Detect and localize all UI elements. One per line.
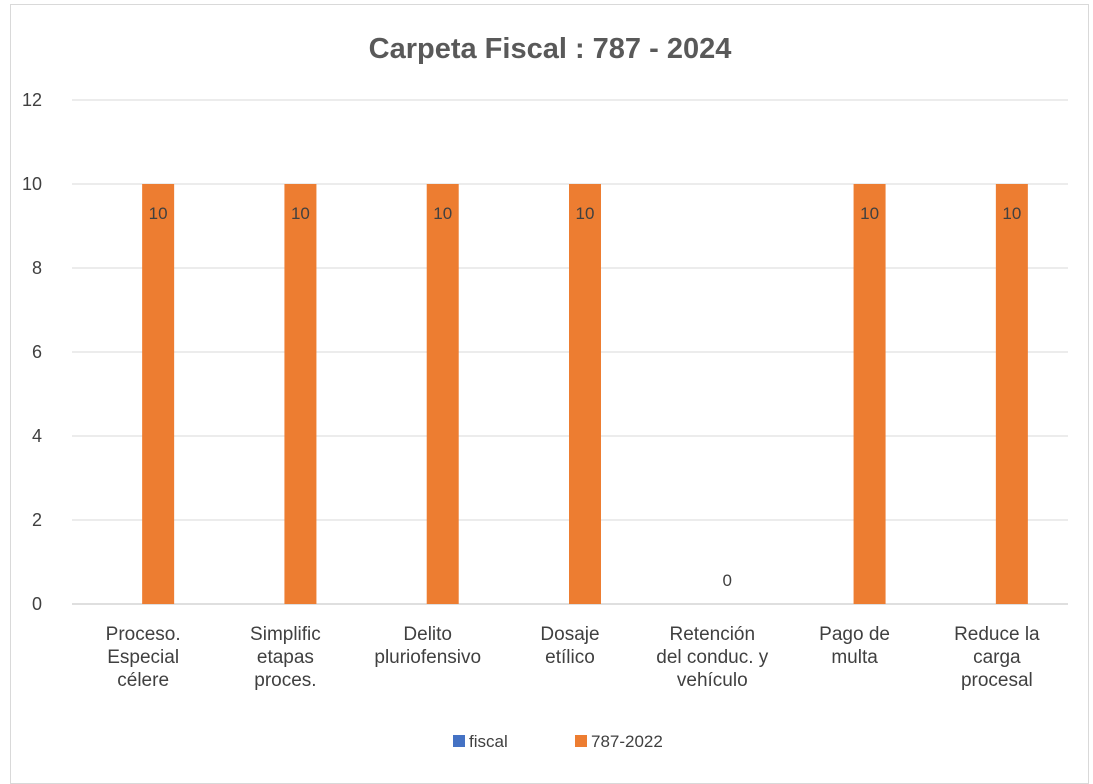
bar-787-2022 — [142, 184, 175, 604]
y-tick-label: 0 — [32, 594, 42, 614]
category-label: Dosaje etílico — [540, 624, 599, 668]
y-tick-label: 4 — [32, 426, 42, 446]
category-label: Simplific etapas proces. — [250, 624, 321, 691]
legend-label: 787-2022 — [591, 732, 663, 751]
category-label: Pago de multa — [819, 624, 890, 668]
data-label: 10 — [433, 204, 452, 223]
bars — [142, 184, 1028, 604]
category-label: Retención del conduc. y vehículo — [656, 624, 768, 691]
y-tick-label: 10 — [22, 174, 42, 194]
legend-swatch — [575, 735, 587, 747]
data-label: 0 — [723, 571, 732, 590]
y-axis-ticks: 0 2 4 6 8 10 12 — [22, 90, 42, 614]
legend-label: fiscal — [469, 732, 508, 751]
legend: fiscal 787-2022 — [453, 732, 663, 751]
chart-title: Carpeta Fiscal : 787 - 2024 — [369, 33, 732, 65]
bar-787-2022 — [569, 184, 601, 604]
category-labels: Proceso. Especial célere Simplific etapas pro… — [106, 624, 1040, 691]
legend-swatch — [453, 735, 465, 747]
y-tick-label: 6 — [32, 342, 42, 362]
data-label: 10 — [576, 204, 595, 223]
y-tick-label: 12 — [22, 90, 42, 110]
category-label: Reduce la carga procesal — [954, 624, 1040, 691]
bar-787-2022 — [284, 184, 317, 604]
y-tick-label: 8 — [32, 258, 42, 278]
data-labels: 10 10 10 10 0 10 10 — [149, 204, 1022, 590]
category-label: Delito pluriofensivo — [374, 624, 481, 668]
y-tick-label: 2 — [32, 510, 42, 530]
bar-787-2022 — [853, 184, 886, 604]
bar-787-2022 — [426, 184, 459, 604]
data-label: 10 — [1002, 204, 1021, 223]
bar-787-2022 — [995, 184, 1028, 604]
category-label: Proceso. Especial célere — [106, 624, 181, 691]
chart-frame — [10, 4, 1089, 784]
data-label: 10 — [149, 204, 168, 223]
data-label: 10 — [860, 204, 879, 223]
data-label: 10 — [291, 204, 310, 223]
